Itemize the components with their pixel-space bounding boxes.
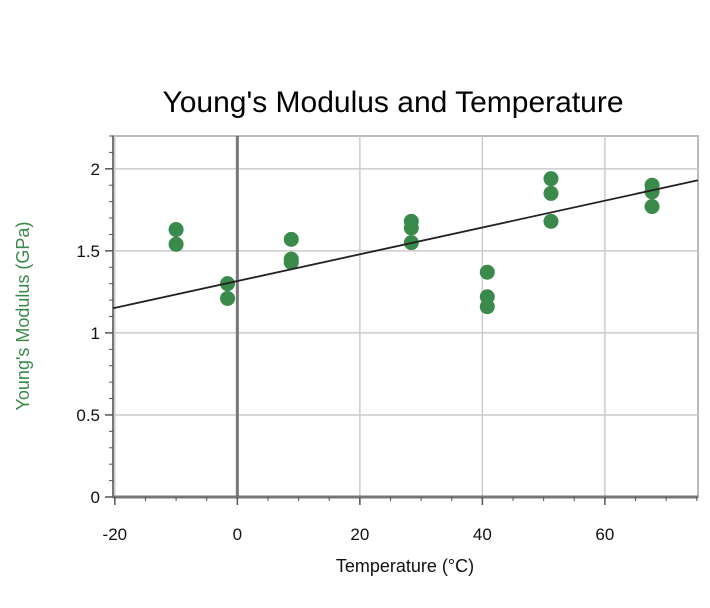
- data-point: [479, 299, 495, 315]
- y-tick-label: 0: [91, 488, 100, 507]
- data-point: [283, 231, 299, 247]
- chart-title: Young's Modulus and Temperature: [162, 86, 623, 119]
- data-point: [168, 236, 184, 252]
- x-tick-label: 0: [233, 525, 242, 544]
- grid: [112, 135, 699, 499]
- data-point: [479, 264, 495, 280]
- data-points: [112, 171, 699, 315]
- data-point: [543, 185, 559, 201]
- y-tick-label: 2: [91, 160, 100, 179]
- data-point: [543, 171, 559, 187]
- y-axis-label: Young's Modulus (GPa): [13, 222, 33, 411]
- x-axis-label: Temperature (°C): [336, 556, 474, 576]
- x-tick-label: 60: [595, 525, 614, 544]
- x-tick-label: -20: [103, 525, 128, 544]
- x-tick-label: 20: [350, 525, 369, 544]
- trend-line: [112, 179, 699, 310]
- data-point: [644, 184, 660, 200]
- y-tick-label: 1: [91, 324, 100, 343]
- y-tick-label: 0.5: [76, 406, 100, 425]
- data-point: [283, 254, 299, 270]
- x-tick-label: 40: [473, 525, 492, 544]
- data-point: [168, 222, 184, 238]
- data-point: [403, 220, 419, 236]
- data-point: [220, 290, 236, 306]
- data-point: [543, 213, 559, 229]
- y-tick-label: 1.5: [76, 242, 100, 261]
- plot-frame: [112, 135, 699, 498]
- data-point: [644, 199, 660, 215]
